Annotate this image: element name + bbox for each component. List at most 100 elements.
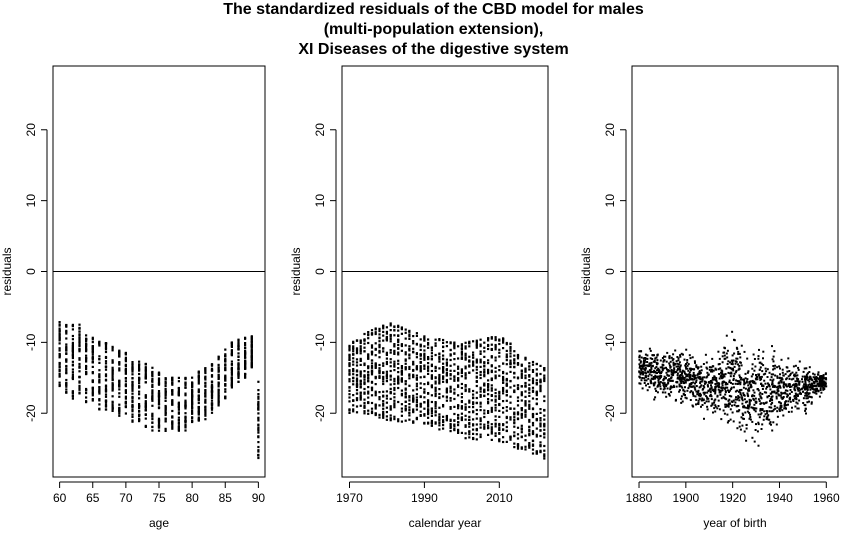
data-point <box>760 428 763 430</box>
data-point <box>796 380 799 383</box>
data-point <box>787 410 790 413</box>
data-point <box>725 367 728 370</box>
data-point <box>747 395 750 398</box>
data-point <box>382 402 385 405</box>
data-point <box>460 417 463 420</box>
y-axis-label: residuals <box>0 247 14 295</box>
data-point <box>71 328 74 331</box>
data-point <box>524 374 527 377</box>
data-point <box>434 404 437 407</box>
data-point <box>363 378 366 381</box>
data-point <box>449 406 452 409</box>
data-point <box>754 397 757 400</box>
data-point <box>98 355 101 358</box>
data-point <box>750 406 753 409</box>
data-point <box>397 351 400 354</box>
data-point <box>818 384 821 387</box>
data-point <box>131 381 134 384</box>
data-point <box>543 408 546 412</box>
data-point <box>352 360 355 363</box>
data-point <box>662 388 665 391</box>
data-point <box>681 386 684 389</box>
data-point <box>250 337 253 340</box>
data-point <box>191 393 194 396</box>
data-point <box>667 382 670 385</box>
data-point <box>804 376 807 379</box>
data-point <box>740 344 743 347</box>
data-point <box>98 387 101 390</box>
data-point <box>85 396 88 399</box>
data-point <box>483 350 486 353</box>
data-point <box>355 405 359 408</box>
data-point <box>434 407 437 410</box>
data-point <box>766 386 768 388</box>
data-point <box>460 412 463 415</box>
data-point <box>726 404 729 407</box>
data-point <box>184 382 187 386</box>
data-point <box>427 343 430 346</box>
data-point <box>164 413 167 417</box>
data-point <box>367 376 370 379</box>
data-point <box>638 356 641 359</box>
data-point <box>802 402 805 404</box>
data-point <box>808 366 811 369</box>
data-point <box>746 407 749 410</box>
data-point <box>772 368 775 371</box>
data-point <box>363 406 366 409</box>
data-point <box>793 386 796 389</box>
data-point <box>673 386 676 388</box>
data-point <box>434 338 437 341</box>
data-point <box>740 376 743 379</box>
data-point <box>453 345 456 348</box>
data-point <box>430 369 433 373</box>
data-point <box>224 376 227 380</box>
data-point <box>412 394 415 397</box>
data-point <box>404 400 407 403</box>
data-point <box>762 350 765 353</box>
data-point <box>197 391 200 394</box>
data-point <box>748 411 751 414</box>
data-point <box>412 408 415 411</box>
data-point <box>701 388 704 391</box>
data-point <box>494 348 497 351</box>
data-point <box>217 376 220 379</box>
data-point <box>438 355 441 358</box>
data-point <box>524 377 527 380</box>
data-point <box>164 417 167 420</box>
data-point <box>528 403 531 406</box>
data-point <box>524 403 527 406</box>
data-point <box>397 400 400 404</box>
data-point <box>751 420 754 423</box>
data-point <box>644 364 647 367</box>
data-point <box>151 389 154 392</box>
data-point <box>644 369 647 372</box>
data-point <box>427 346 430 349</box>
data-point <box>378 404 381 407</box>
data-point <box>445 390 448 394</box>
data-point <box>111 347 114 350</box>
data-point <box>692 381 695 384</box>
data-point <box>731 354 734 357</box>
data-point <box>721 384 724 387</box>
data-point <box>378 349 381 352</box>
data-point <box>516 396 520 399</box>
data-point <box>131 395 134 398</box>
data-point <box>656 375 659 378</box>
data-point <box>415 408 418 411</box>
data-point <box>257 405 260 408</box>
data-point <box>524 404 527 407</box>
data-point <box>475 365 478 368</box>
data-point <box>250 349 253 352</box>
data-point <box>385 373 388 376</box>
data-point <box>758 376 761 379</box>
data-point <box>397 334 400 337</box>
data-point <box>710 384 712 387</box>
data-point <box>374 366 377 369</box>
data-point <box>85 364 88 368</box>
data-point <box>665 395 668 398</box>
data-point <box>543 425 546 428</box>
data-point <box>528 374 531 377</box>
data-point <box>513 442 516 445</box>
data-point <box>720 374 723 377</box>
data-point <box>157 395 161 398</box>
